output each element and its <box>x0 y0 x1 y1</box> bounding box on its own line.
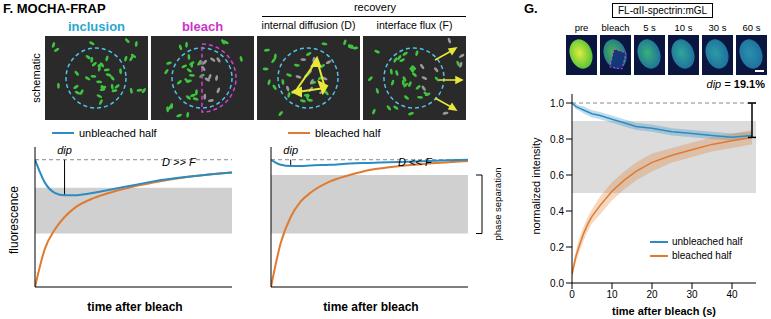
html-text:unbleached half: unbleached half <box>79 127 157 139</box>
svg-text:0.2: 0.2 <box>550 242 564 253</box>
svg-text:40: 40 <box>726 289 738 300</box>
svg-text:30: 30 <box>686 289 698 300</box>
html-text:normalized intensity: normalized intensity <box>530 137 542 235</box>
html-text:recovery: recovery <box>353 1 397 13</box>
svg-text:0.0: 0.0 <box>550 278 564 289</box>
html-text:30 s: 30 s <box>708 22 727 33</box>
html-text:time after bleach (s): time after bleach (s) <box>612 305 716 317</box>
svg-text:dip: dip <box>57 144 72 156</box>
html-text:5 s: 5 s <box>643 22 656 33</box>
svg-text:0.4: 0.4 <box>550 206 564 217</box>
html-text:10 s: 10 s <box>674 22 693 33</box>
html-text:bleach: bleach <box>181 19 224 34</box>
html-text:bleached half: bleached half <box>315 127 381 139</box>
svg-text:1.0: 1.0 <box>550 98 564 109</box>
html-text:time after bleach: time after bleach <box>87 300 183 314</box>
html-text:unbleached half: unbleached half <box>672 236 743 247</box>
svg-text:10: 10 <box>606 289 618 300</box>
svg-text:dip: dip <box>283 144 298 156</box>
html-text:pre: pre <box>574 22 589 33</box>
html-text:internal diffusion (D): internal diffusion (D) <box>261 19 356 31</box>
svg-text:0.8: 0.8 <box>550 134 564 145</box>
html-text:dip = 19.1%: dip = 19.1% <box>706 78 765 90</box>
html-text:bleach: bleach <box>601 22 630 33</box>
html-text:fluorescence: fluorescence <box>7 186 21 254</box>
html-text:G.: G. <box>524 1 538 16</box>
html-text:schematic: schematic <box>30 53 42 103</box>
html-text:time after bleach: time after bleach <box>323 300 419 314</box>
html-text:60 s: 60 s <box>742 22 761 33</box>
svg-text:0: 0 <box>569 289 575 300</box>
html-text:D << F: D << F <box>398 156 432 168</box>
html-text:phase separation: phase separation <box>491 167 503 241</box>
svg-text:0.6: 0.6 <box>550 170 564 181</box>
html-text:inclusion: inclusion <box>68 19 125 34</box>
html-text:FL-αII-spectrin:mGL: FL-αII-spectrin:mGL <box>618 5 708 16</box>
svg-text:20: 20 <box>646 289 658 300</box>
html-text:F. MOCHA-FRAP: F. MOCHA-FRAP <box>3 1 106 16</box>
html-text:D >> F: D >> F <box>162 156 196 168</box>
html-text:interface flux (F): interface flux (F) <box>376 19 453 31</box>
html-text:bleached half: bleached half <box>672 250 732 261</box>
